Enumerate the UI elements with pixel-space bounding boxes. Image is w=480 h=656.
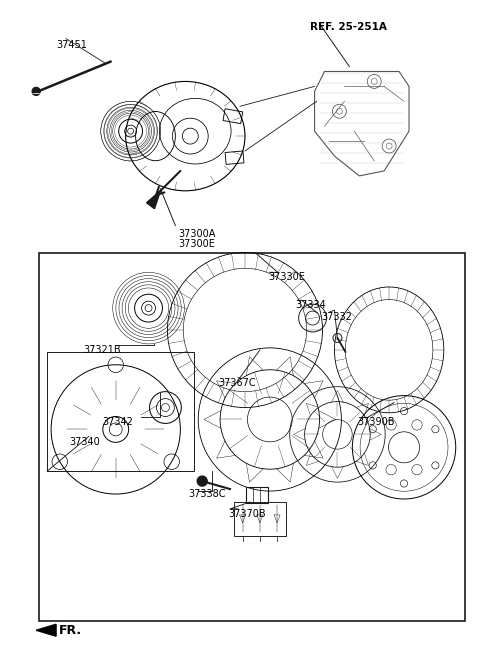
Polygon shape [146, 191, 160, 209]
Text: 37330E: 37330E [268, 272, 305, 282]
Polygon shape [36, 625, 56, 636]
Text: REF. 25-251A: REF. 25-251A [310, 22, 386, 31]
Text: 37367C: 37367C [218, 378, 256, 388]
Text: 37300E: 37300E [179, 239, 215, 249]
Bar [234, 502, 286, 536]
Text: 37370B: 37370B [228, 509, 266, 519]
Bar [246, 487, 268, 503]
Bar [223, 109, 243, 123]
Text: 37451: 37451 [56, 39, 87, 50]
Text: 37300A: 37300A [179, 228, 216, 239]
Text: FR.: FR. [59, 624, 82, 637]
Text: 37338C: 37338C [188, 489, 226, 499]
Circle shape [32, 87, 40, 95]
Bar [225, 151, 244, 165]
Bar [47, 352, 194, 471]
Text: 37334: 37334 [296, 300, 326, 310]
Bar [39, 253, 465, 621]
Circle shape [197, 476, 207, 486]
Text: 37340: 37340 [69, 438, 100, 447]
Text: 37321B: 37321B [83, 345, 120, 355]
Text: 37342: 37342 [103, 417, 133, 428]
Text: 37332: 37332 [322, 312, 352, 322]
Text: 37390B: 37390B [357, 417, 395, 428]
